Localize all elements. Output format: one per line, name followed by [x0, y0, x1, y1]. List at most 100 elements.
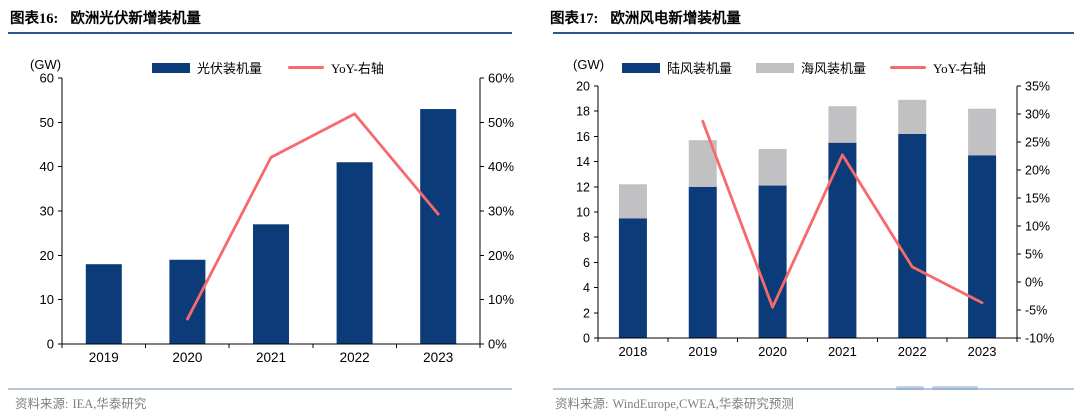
legend-bar-swatch [756, 62, 795, 73]
right-axis-tick-label: 40% [488, 159, 514, 174]
left-axis-tick-label: 18 [576, 105, 590, 119]
bar-segment-光伏装机量 [169, 259, 206, 344]
x-axis-category-label: 2022 [898, 344, 927, 359]
pv-chart-panel: 图表16: 欧洲光伏新增装机量 (GW) 光伏装机量 YoY-右轴 0 10 20 30 4… [8, 7, 515, 412]
pv-bottom-divider [8, 388, 512, 390]
yoy-line [185, 112, 440, 321]
pv-title-rule [8, 32, 512, 34]
legend-label: 光伏装机量 [197, 61, 263, 76]
watermark-fragment [896, 386, 924, 390]
right-axis-tick-label: 10% [488, 292, 514, 307]
left-axis-tick-label: 40 [40, 159, 54, 174]
wind-legend: 陆风装机量 海风装机量 YoY-右轴 [622, 58, 986, 77]
wind-source: 资料来源: WindEurope,CWEA,华泰研究预测 [555, 393, 794, 412]
wind-figure-label: 图表17: [550, 11, 599, 27]
right-axis-tick-label: 20% [1025, 164, 1050, 178]
right-axis-tick-label: -10% [1025, 332, 1054, 346]
pv-figure-label: 图表16: [10, 11, 59, 27]
wind-unit-label: (GW) [573, 57, 605, 72]
wind-title-rule [553, 32, 1074, 34]
left-axis-tick-label: 30 [40, 204, 54, 219]
bar-segment-海风装机量 [618, 184, 647, 219]
legend-label: 海风装机量 [801, 61, 867, 76]
bar-segment-陆风装机量 [618, 218, 647, 338]
left-axis-tick-label: 12 [576, 180, 590, 194]
x-axis-category-label: 2023 [423, 350, 453, 365]
legend-item-陆风装机量: 陆风装机量 [622, 58, 732, 77]
right-axis-tick-label: -5% [1025, 304, 1047, 318]
bar-segment-光伏装机量 [336, 162, 373, 344]
left-axis-tick-label: 0 [47, 337, 54, 352]
pv-source: 资料来源: IEA,华泰研究 [15, 393, 146, 412]
right-axis-tick-label: 20% [488, 248, 514, 263]
wind-source-text: WindEurope,CWEA,华泰研究预测 [612, 397, 794, 411]
watermark-fragment [932, 386, 978, 390]
pv-title-text: 欧洲光伏新增装机量 [70, 11, 201, 27]
bar-segment-海风装机量 [758, 149, 787, 186]
legend-item-光伏装机量: 光伏装机量 [152, 58, 262, 77]
left-axis-tick-label: 14 [576, 155, 590, 169]
wind-chart-title: 图表17: 欧洲风电新增装机量 [550, 7, 741, 28]
legend-bar-swatch [152, 62, 190, 73]
bar-segment-光伏装机量 [253, 224, 289, 344]
bar-segment-陆风装机量 [968, 155, 997, 338]
right-axis-tick-label: 30% [488, 204, 514, 219]
wind-bottom-divider [553, 388, 1074, 390]
wind-chart-canvas: 0 2 4 6 8 10 12 14 16 18 20 -10% -5% 0% 5% 10% 15% 20% 25%… [576, 80, 1054, 360]
legend-bar-swatch [622, 62, 660, 73]
left-axis-tick-label: 20 [576, 80, 590, 94]
wind-source-label: 资料来源: [555, 397, 609, 411]
pv-unit-label: (GW) [30, 57, 62, 72]
legend-label: 陆风装机量 [667, 61, 733, 76]
x-axis-category-label: 2019 [89, 350, 119, 365]
legend-label: YoY-右轴 [331, 61, 384, 76]
left-axis-tick-label: 20 [40, 248, 54, 263]
legend-line-swatch [890, 66, 927, 69]
legend-item-YoY-右轴: YoY-右轴 [288, 58, 384, 77]
bar-segment-陆风装机量 [758, 185, 787, 338]
right-axis-tick-label: 60% [488, 71, 514, 86]
wind-chart-panel: 图表17: 欧洲风电新增装机量 (GW) 陆风装机量 海风装机量 YoY-右轴 0 2 4… [540, 0, 1080, 418]
left-axis-tick-label: 10 [40, 292, 54, 307]
x-axis-category-label: 2018 [618, 344, 647, 359]
right-axis-tick-label: 50% [488, 115, 514, 130]
legend-line-swatch [288, 66, 325, 69]
left-axis-tick-label: 2 [583, 306, 590, 320]
right-axis-tick-label: 15% [1025, 192, 1050, 206]
pv-chart-title: 图表16: 欧洲光伏新增装机量 [10, 7, 201, 28]
right-axis-tick-label: 10% [1025, 220, 1050, 234]
pv-legend: 光伏装机量 YoY-右轴 [152, 58, 384, 77]
right-axis-tick-label: 25% [1025, 136, 1050, 150]
bar-segment-海风装机量 [828, 106, 857, 143]
wind-title-text: 欧洲风电新增装机量 [610, 11, 741, 27]
left-axis-tick-label: 50 [40, 115, 54, 130]
bar-segment-陆风装机量 [898, 133, 927, 338]
x-axis-category-label: 2019 [688, 344, 717, 359]
pv-source-label: 资料来源: [15, 397, 69, 411]
legend-label: YoY-右轴 [933, 61, 986, 76]
x-axis-category-label: 2021 [256, 350, 286, 365]
left-axis-tick-label: 10 [576, 206, 590, 220]
left-axis-tick-label: 8 [583, 231, 590, 245]
bar-segment-光伏装机量 [420, 109, 457, 345]
pv-source-text: IEA,华泰研究 [72, 397, 147, 411]
legend-item-海风装机量: 海风装机量 [756, 58, 866, 77]
yoy-line [701, 119, 984, 309]
bar-segment-光伏装机量 [85, 264, 122, 344]
right-axis-tick-label: 0% [488, 337, 507, 352]
right-axis-tick-label: 5% [1025, 248, 1043, 262]
left-axis-tick-label: 60 [40, 71, 54, 86]
right-axis-tick-label: 30% [1025, 108, 1050, 122]
pv-chart-canvas: 0 10 20 30 40 50 60 0% 10% 20% 30% 40% 50% 60% 2019 202… [40, 71, 515, 366]
x-axis-category-label: 2020 [758, 344, 787, 359]
legend-item-YoY-右轴: YoY-右轴 [890, 58, 986, 77]
right-axis-tick-label: 35% [1025, 80, 1050, 94]
bar-segment-海风装机量 [898, 99, 927, 134]
right-axis-tick-label: 0% [1025, 276, 1043, 290]
left-axis-tick-label: 16 [576, 130, 590, 144]
left-axis-tick-label: 6 [583, 256, 590, 270]
x-axis-category-label: 2022 [340, 350, 370, 365]
bar-segment-陆风装机量 [688, 186, 717, 338]
left-axis-tick-label: 0 [583, 332, 590, 346]
